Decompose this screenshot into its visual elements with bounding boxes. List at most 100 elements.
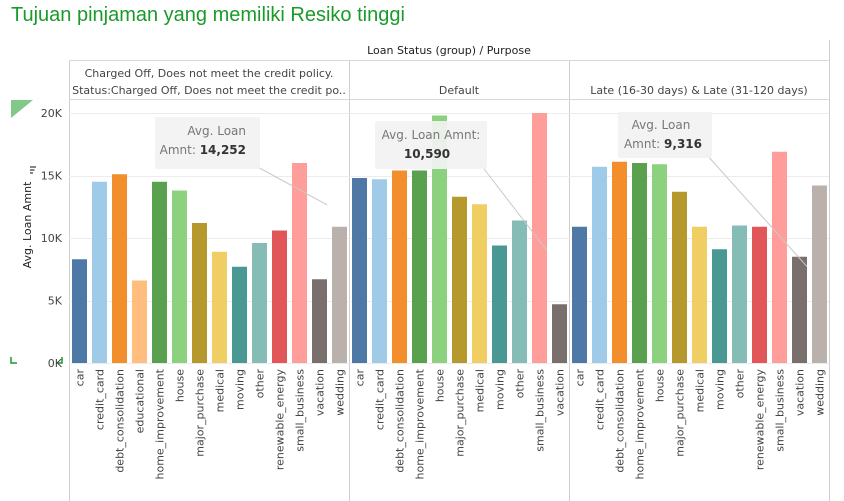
x-tick-label: home_improvement <box>634 368 647 479</box>
x-tick-label: debt_consolidation <box>114 369 127 473</box>
x-tick-label: credit_card <box>374 369 387 430</box>
x-tick-label: vacation <box>794 369 807 416</box>
y-tick-label: 0K <box>48 357 63 370</box>
bar-other[interactable] <box>252 243 267 363</box>
bar-other[interactable] <box>512 220 527 364</box>
x-tick-label: major_purchase <box>194 369 207 457</box>
x-tick-label: car <box>74 369 87 387</box>
x-tick-label: debt_consolidation <box>394 369 407 473</box>
x-tick-label: medical <box>474 369 487 412</box>
bar-major-purchase[interactable] <box>452 196 467 363</box>
x-tick-label: car <box>574 369 587 387</box>
bar-vacation[interactable] <box>792 256 807 363</box>
bar-moving[interactable] <box>492 245 507 364</box>
x-tick-label: medical <box>694 369 707 412</box>
y-tick-label: 5K <box>48 295 63 308</box>
y-tick-label: 20K <box>41 107 63 120</box>
sort-icon[interactable] <box>28 165 38 175</box>
bar-medical[interactable] <box>212 251 227 363</box>
bar-small-business[interactable] <box>292 163 307 363</box>
x-tick-label: wedding <box>814 369 827 416</box>
page-title: Tujuan pinjaman yang memiliki Resiko tin… <box>11 4 405 26</box>
x-tick-label: major_purchase <box>454 369 467 457</box>
x-tick-label: educational <box>134 369 147 433</box>
reference-label: Amnt: 9,316 <box>624 137 702 151</box>
x-tick-label: other <box>254 369 267 399</box>
bar-moving[interactable] <box>232 266 247 363</box>
bar-moving[interactable] <box>712 249 727 363</box>
column-header: Loan Status (group) / Purpose <box>367 44 531 57</box>
x-tick-label: renewable_energy <box>274 369 287 471</box>
x-tick-label: home_improvement <box>414 368 427 479</box>
bar-home-improvement[interactable] <box>152 181 167 363</box>
bar-wedding[interactable] <box>812 185 827 364</box>
x-tick-label: vacation <box>314 369 327 416</box>
x-tick-label: other <box>734 369 747 399</box>
x-tick-label: debt_consolidation <box>614 369 627 473</box>
reference-value: 14,252 <box>200 143 246 157</box>
bar-educational[interactable] <box>132 280 147 364</box>
reference-leader-line <box>705 153 808 267</box>
x-tick-label: moving <box>234 369 247 410</box>
reference-label: Avg. Loan Amnt: <box>382 128 481 142</box>
panel-header: Late (16-30 days) & Late (31-120 days) <box>590 84 807 97</box>
panel-header: Default <box>439 84 480 97</box>
y-tick-label: 15K <box>41 170 63 183</box>
x-tick-label: major_purchase <box>674 369 687 457</box>
bar-vacation[interactable] <box>312 279 327 363</box>
bar-credit-card[interactable] <box>592 166 607 363</box>
bar-other[interactable] <box>732 225 747 364</box>
x-tick-label: house <box>174 369 187 402</box>
reference-leader-line <box>253 164 328 206</box>
reference-label: Avg. Loan <box>187 124 246 138</box>
y-axis-label: Avg. Loan Amnt <box>21 181 34 268</box>
panel-header: Status:Charged Off, Does not meet the cr… <box>72 84 346 97</box>
bar-major-purchase[interactable] <box>672 191 687 363</box>
bar-small-business[interactable] <box>532 113 547 363</box>
x-tick-label: car <box>354 369 367 387</box>
bar-debt-consolidation[interactable] <box>612 161 627 363</box>
bar-car[interactable] <box>72 259 87 363</box>
x-tick-label: house <box>654 369 667 402</box>
x-tick-label: renewable_energy <box>754 369 767 471</box>
reference-annotation-box <box>618 112 712 158</box>
bar-car[interactable] <box>352 178 367 363</box>
bar-debt-consolidation[interactable] <box>392 170 407 364</box>
bar-home-improvement[interactable] <box>412 170 427 364</box>
bar-house[interactable] <box>432 115 447 364</box>
bar-medical[interactable] <box>472 204 487 363</box>
bar-major-purchase[interactable] <box>192 223 207 363</box>
x-tick-label: moving <box>714 369 727 410</box>
x-tick-label: small_business <box>774 369 787 452</box>
bar-renewable-energy[interactable] <box>752 226 767 363</box>
reference-label: Amnt: 14,252 <box>160 143 246 157</box>
bar-wedding[interactable] <box>332 226 347 363</box>
reference-annotation-box <box>375 121 487 169</box>
reference-annotation-box <box>155 117 260 169</box>
bar-car[interactable] <box>572 226 587 363</box>
x-tick-label: medical <box>214 369 227 412</box>
x-tick-label: wedding <box>334 369 347 416</box>
x-tick-label: small_business <box>534 369 547 452</box>
reference-leader-line <box>480 164 548 251</box>
bar-medical[interactable] <box>692 226 707 363</box>
bar-vacation[interactable] <box>552 304 567 363</box>
x-tick-label: small_business <box>294 369 307 452</box>
bar-house[interactable] <box>652 164 667 363</box>
reference-value: 9,316 <box>664 137 702 151</box>
y-tick-label: 10K <box>41 232 63 245</box>
bar-home-improvement[interactable] <box>632 163 647 363</box>
x-tick-label: credit_card <box>94 369 107 430</box>
x-tick-label: moving <box>494 369 507 410</box>
x-tick-label: vacation <box>554 369 567 416</box>
bar-credit-card[interactable] <box>92 181 107 363</box>
bar-credit-card[interactable] <box>372 179 387 363</box>
bar-debt-consolidation[interactable] <box>112 174 127 363</box>
bar-small-business[interactable] <box>772 151 787 363</box>
bar-house[interactable] <box>172 190 187 364</box>
bar-renewable-energy[interactable] <box>272 230 287 364</box>
reference-label: Avg. Loan <box>632 118 691 132</box>
corner-marker-icon <box>10 100 63 364</box>
x-tick-label: other <box>514 369 527 399</box>
